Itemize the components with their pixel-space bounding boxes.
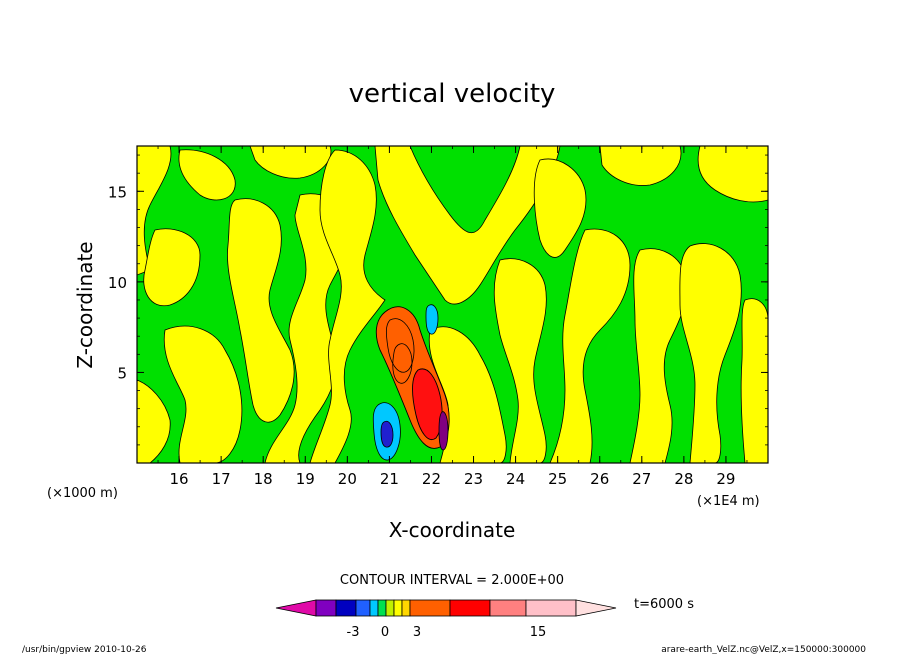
y-tick-label: 5: [117, 364, 127, 382]
x-tick-label: 23: [464, 470, 483, 488]
yellow-region-left-mid: [143, 228, 201, 307]
updraft-core: [372, 304, 450, 461]
x-unit-right: (×1E4 m): [697, 494, 760, 509]
colorbar-segment: [489, 599, 527, 617]
orange-inner-contour-2: [392, 343, 413, 384]
x-tick-label: 24: [506, 470, 525, 488]
colorbar-max-arrow: [575, 599, 617, 617]
colorbar-segment: [335, 599, 357, 617]
yellow-region-mid-right-column: [493, 258, 547, 463]
colorbar-segment: [369, 599, 379, 617]
colorbar-tick-label: 15: [530, 625, 547, 640]
cyan-upper-cell: [425, 304, 439, 335]
orange-inner-contour: [385, 318, 415, 373]
y-tick-label: 10: [108, 274, 127, 292]
y-tick-label: 15: [108, 183, 127, 201]
blue-downdraft-core: [380, 420, 394, 448]
colorbar: -3 0 3 15: [275, 599, 617, 640]
time-label: t=6000 s: [634, 597, 694, 612]
colorbar-segment: [401, 599, 411, 617]
contour-field: [137, 146, 768, 463]
x-unit-left: (×1000 m): [47, 486, 118, 501]
x-tick-label: 21: [380, 470, 399, 488]
x-tick-label: 19: [296, 470, 315, 488]
yellow-region-right-edge-column: [679, 243, 742, 463]
colorbar-tick-label: 0: [381, 625, 389, 640]
colorbar-segment: [385, 599, 395, 617]
footer-right: arare-earth_VelZ.nc@VelZ,x=150000:300000: [661, 645, 866, 654]
yellow-region-column-20: [309, 149, 386, 463]
colorbar-segment: [409, 599, 451, 617]
x-axis-label: X-coordinate: [389, 518, 516, 542]
x-tick-label: 28: [674, 470, 693, 488]
colorbar-segment: [315, 599, 337, 617]
x-tick-label: 22: [422, 470, 441, 488]
yellow-region-right-upper: [533, 158, 587, 258]
colorbar-segment: [377, 599, 387, 617]
colorbar-segment: [449, 599, 491, 617]
x-tick-label: 18: [254, 470, 273, 488]
x-tick-label: 25: [548, 470, 567, 488]
yellow-region-top-right: [697, 146, 768, 203]
y-axis-label: Z-coordinate: [73, 241, 97, 368]
yellow-region-top-band: [599, 146, 682, 186]
dark-band-right-of-core: [438, 411, 449, 451]
yellow-region-right-edge-lower: [740, 298, 768, 463]
x-tick-label: 29: [716, 470, 735, 488]
yellow-region-upper-left: [178, 149, 236, 201]
x-tick-label: 26: [590, 470, 609, 488]
yellow-region-mid-lower-left: [163, 325, 243, 463]
colorbar-tick-label: 3: [413, 625, 421, 640]
x-tick-label: 17: [212, 470, 231, 488]
positive-weak-regions: [137, 146, 768, 463]
x-axis-ticks: 16 17 18 19 20 21 22 23 24 25 26 27 28 29: [136, 146, 769, 488]
yellow-region-column-18: [227, 198, 295, 423]
yellow-region-column-25: [549, 228, 631, 463]
colorbar-segment: [355, 599, 371, 617]
red-updraft-core: [412, 368, 443, 440]
chart-title: vertical velocity: [349, 79, 556, 109]
yellow-region-upper-v-band: [374, 146, 561, 305]
contour-interval-label: CONTOUR INTERVAL = 2.000E+00: [340, 573, 564, 588]
yellow-region-top-mid-left: [249, 146, 332, 179]
colorbar-segment: [525, 599, 577, 617]
x-tick-label: 27: [632, 470, 651, 488]
yellow-region-left-lower: [137, 379, 171, 463]
x-tick-label: 16: [170, 470, 189, 488]
x-tick-label: 20: [338, 470, 357, 488]
colorbar-min-arrow: [275, 599, 317, 617]
colorbar-segment: [393, 599, 403, 617]
colorbar-tick-label: -3: [347, 625, 360, 640]
y-axis-ticks: 5 10 15: [108, 154, 768, 446]
footer-left: /usr/bin/gpview 2010-10-26: [22, 645, 147, 654]
